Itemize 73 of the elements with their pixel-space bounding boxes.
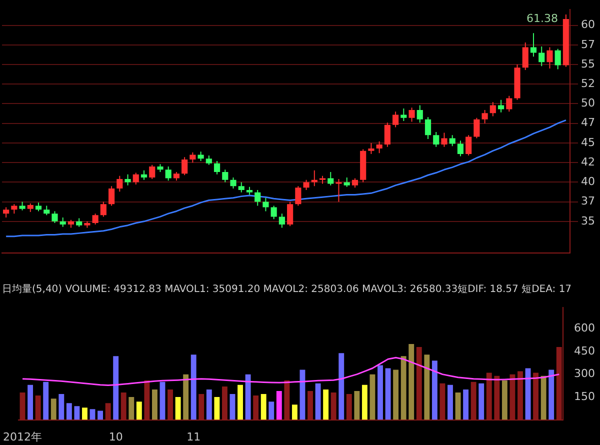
y-tick-label: 45 (581, 136, 596, 149)
bar (323, 389, 329, 420)
bar (238, 384, 243, 420)
bar (455, 392, 461, 420)
bar (424, 354, 430, 420)
bar (90, 409, 96, 420)
candlestick (408, 108, 415, 122)
bar (230, 394, 236, 420)
bar (463, 389, 469, 420)
bar (160, 382, 166, 420)
bar (385, 368, 391, 420)
candlestick (262, 198, 269, 212)
y-tick-label: 57 (581, 38, 596, 51)
candlestick (400, 108, 407, 121)
candlestick (19, 202, 26, 210)
bar (378, 365, 383, 420)
bar (408, 344, 414, 420)
text: 短DIF: 18.57 短DEA: 17 (458, 283, 572, 297)
y-tick-label: 50 (581, 96, 596, 110)
annotation: 61.38 (526, 12, 558, 25)
bar (74, 406, 80, 420)
y-tick-label: 150 (574, 390, 596, 403)
bar (548, 370, 554, 420)
bar (50, 398, 56, 420)
bar (315, 383, 321, 420)
y-tick-label: 47 (581, 116, 596, 130)
bar (354, 390, 360, 420)
bar (362, 384, 368, 420)
y-tick-label: 35 (581, 214, 596, 228)
candlestick (344, 177, 350, 187)
y-tick-label: 60 (581, 18, 596, 32)
bar (66, 403, 72, 420)
bar (175, 397, 181, 420)
bar (113, 356, 119, 420)
bar (183, 374, 189, 420)
bar (98, 410, 103, 420)
x-tick-label: 2012年 (3, 430, 42, 444)
bar (206, 389, 212, 420)
bar (190, 354, 196, 420)
bar (43, 382, 49, 420)
bar (338, 353, 344, 420)
bar (245, 374, 251, 420)
bar (370, 374, 376, 420)
bar (136, 402, 142, 420)
y-tick-label: 52 (581, 76, 596, 90)
bar (268, 402, 274, 420)
x-tick-label: 11 (186, 430, 201, 444)
candlestick (303, 180, 310, 190)
bar (28, 384, 34, 420)
bar (448, 384, 453, 420)
y-tick-label: 450 (574, 344, 596, 358)
text: 日均量(5,40) VOLUME: 49312.83 MAVOL1: 35091.20 MAVOL2: 25803.06 MAVOL3: 26580.33 (2, 283, 458, 297)
y-tick-label: 40 (581, 175, 596, 188)
bar (214, 397, 220, 420)
bar (82, 408, 88, 420)
y-tick-label: 37 (581, 194, 596, 208)
bar (540, 376, 546, 420)
bar (393, 370, 399, 420)
bar (128, 397, 134, 420)
x-tick-label: 10 (108, 430, 123, 444)
bar (502, 380, 508, 420)
bar (58, 394, 64, 420)
bar (152, 389, 158, 420)
bar (478, 383, 484, 420)
bar (400, 356, 406, 420)
y-tick-label: 55 (581, 57, 596, 70)
bar (276, 390, 282, 420)
bar (292, 404, 298, 420)
bar (432, 360, 438, 420)
y-tick-label: 42 (581, 155, 596, 168)
y-tick-label: 300 (574, 367, 596, 380)
y-tick-label: 600 (574, 322, 596, 335)
bar (260, 394, 266, 420)
